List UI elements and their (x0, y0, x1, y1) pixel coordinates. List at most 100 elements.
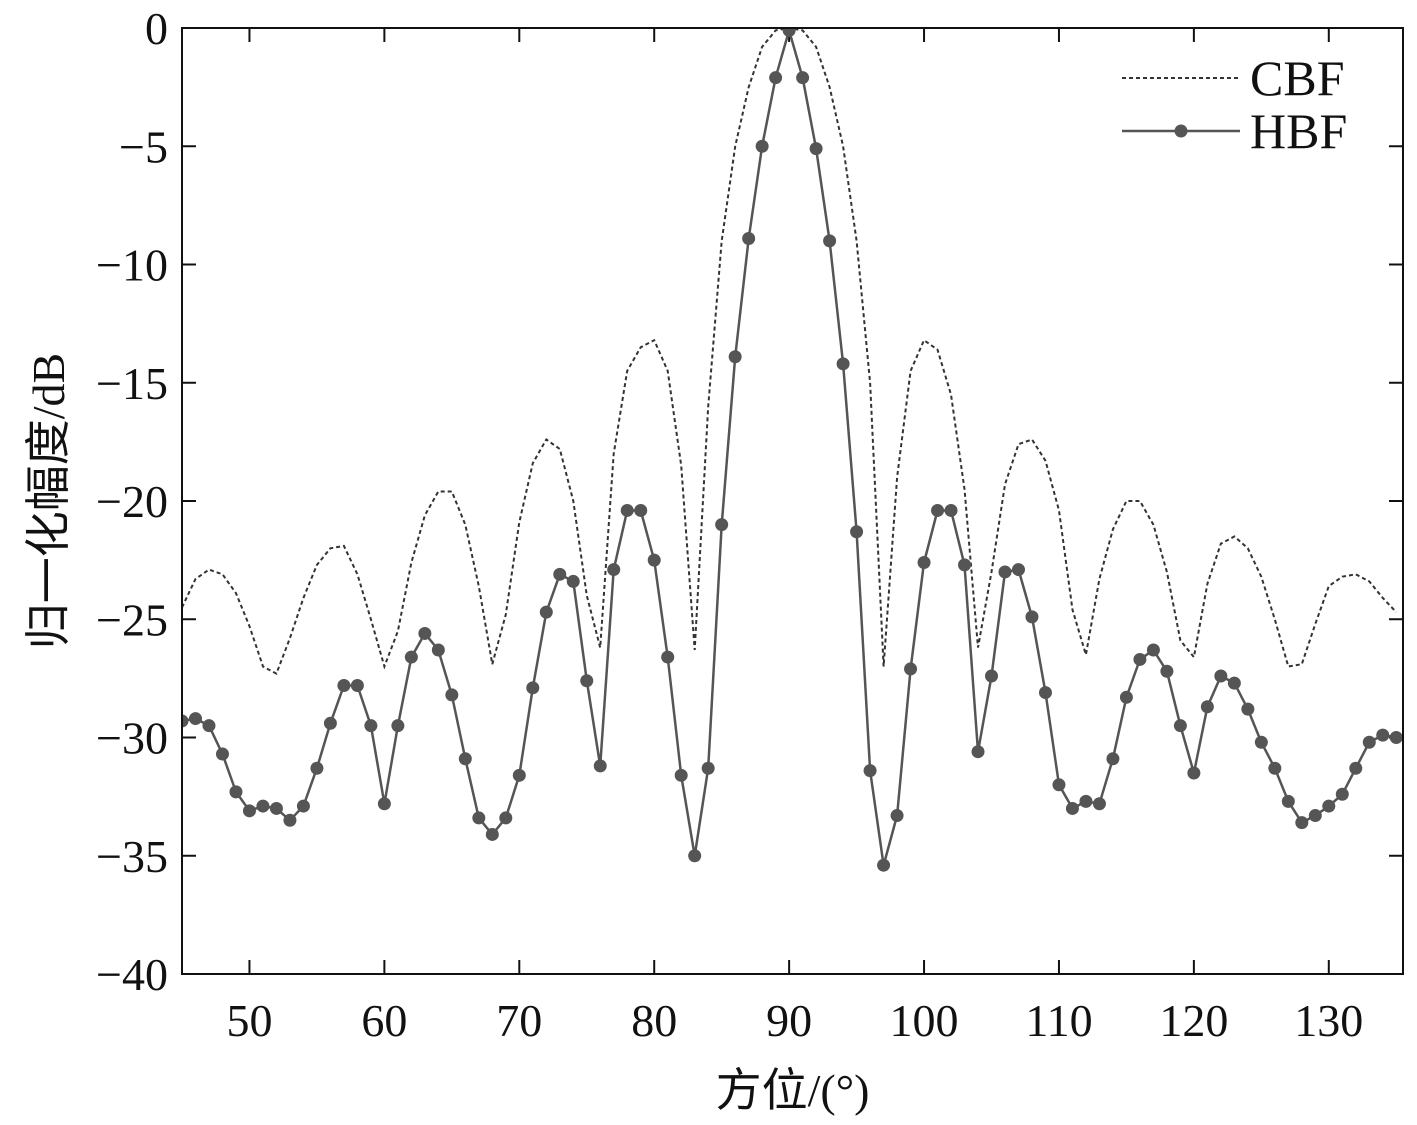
series-point-hbf (269, 801, 283, 815)
series-point-hbf (796, 71, 810, 85)
x-tick-label: 100 (890, 995, 959, 1046)
series-point-hbf (823, 234, 837, 248)
y-tick-label: −40 (96, 949, 168, 1000)
series-point-hbf (526, 681, 540, 695)
series-point-hbf (215, 747, 229, 761)
series-point-hbf (1200, 700, 1214, 714)
series-point-hbf (431, 643, 445, 657)
legend-hbf-label: HBF (1250, 103, 1347, 159)
series-point-hbf (1106, 752, 1120, 766)
series-point-hbf (364, 719, 378, 733)
series-point-hbf (1241, 702, 1255, 716)
series-point-hbf (1349, 761, 1363, 775)
series-point-hbf (944, 503, 958, 517)
x-tick-label: 70 (496, 995, 542, 1046)
series-point-hbf (917, 555, 931, 569)
series-point-hbf (674, 768, 688, 782)
series-point-hbf (580, 674, 594, 688)
series-point-hbf (1079, 794, 1093, 808)
x-tick-label: 50 (226, 995, 272, 1046)
series-point-hbf (1362, 735, 1376, 749)
series-point-hbf (769, 71, 783, 85)
y-tick-label: −35 (96, 831, 168, 882)
series-point-hbf (715, 518, 729, 532)
series-point-hbf (1376, 728, 1390, 742)
series-point-hbf (836, 357, 850, 371)
y-tick-labels: 0 −5 −10 −15 −20 −25 −30 −35 −40 (96, 3, 168, 1000)
series-point-hbf (553, 567, 567, 581)
series-line-cbf (182, 28, 1398, 676)
series-point-hbf (850, 525, 864, 539)
series-point-hbf (1335, 787, 1349, 801)
series-point-hbf (539, 605, 553, 619)
series-point-hbf (931, 503, 945, 517)
y-tick-label: −15 (96, 358, 168, 409)
series-point-hbf (904, 662, 918, 676)
x-tick-label: 110 (1025, 995, 1092, 1046)
series-point-hbf (499, 811, 513, 825)
series-point-hbf (863, 764, 877, 778)
series-point-hbf (634, 503, 648, 517)
series-point-hbf (566, 574, 580, 588)
series-point-hbf (350, 678, 364, 692)
axis-ticks (182, 27, 1403, 975)
series-point-hbf (701, 761, 715, 775)
plot-frame (181, 27, 1404, 975)
series-point-hbf (296, 799, 310, 813)
legend-hbf-marker (1174, 124, 1188, 138)
y-tick-label: −30 (96, 713, 168, 764)
legend-cbf-label: CBF (1250, 50, 1345, 106)
y-tick-label: 0 (145, 3, 168, 54)
series-point-hbf (1268, 761, 1282, 775)
x-tick-label: 80 (631, 995, 677, 1046)
series-point-hbf (985, 669, 999, 683)
series-point-hbf (877, 858, 891, 872)
series-point-hbf (283, 813, 297, 827)
series-point-hbf (607, 563, 621, 577)
series-point-hbf (1092, 797, 1106, 811)
series-group (182, 28, 1403, 872)
series-point-hbf (485, 827, 499, 841)
series-point-hbf (998, 565, 1012, 579)
series-point-hbf (620, 503, 634, 517)
series-point-hbf (1227, 676, 1241, 690)
x-tick-labels: 50 60 70 80 90 100 110 120 130 (226, 995, 1363, 1046)
series-point-hbf (242, 804, 256, 818)
x-tick-label: 60 (361, 995, 407, 1046)
series-point-hbf (971, 745, 985, 759)
x-tick-label: 130 (1294, 995, 1363, 1046)
series-point-hbf (728, 350, 742, 364)
series-point-hbf (1025, 610, 1039, 624)
series-point-hbf (782, 28, 796, 37)
series-point-hbf (688, 849, 702, 863)
y-tick-label: −10 (96, 240, 168, 291)
y-tick-label: −5 (119, 121, 168, 172)
series-point-hbf (661, 650, 675, 664)
series-point-hbf (1308, 809, 1322, 823)
series-point-hbf (1389, 731, 1403, 744)
series-point-hbf (458, 752, 472, 766)
x-tick-label: 90 (766, 995, 812, 1046)
legend: CBF HBF (1122, 50, 1347, 159)
series-point-hbf (1065, 801, 1079, 815)
series-point-hbf (182, 714, 189, 728)
y-axis-label: 归一化幅度/dB (23, 353, 74, 649)
series-point-hbf (1187, 766, 1201, 780)
series-point-hbf (958, 558, 972, 572)
series-point-hbf (1322, 799, 1336, 813)
series-point-hbf (404, 650, 418, 664)
series-point-hbf (1281, 794, 1295, 808)
series-point-hbf (1146, 643, 1160, 657)
series-point-hbf (323, 716, 337, 730)
series-point-hbf (472, 811, 486, 825)
series-point-hbf (647, 553, 661, 567)
series-point-hbf (1295, 816, 1309, 830)
series-point-hbf (1133, 652, 1147, 666)
y-tick-label: −20 (96, 476, 168, 527)
series-point-hbf (188, 712, 202, 726)
series-line-hbf (182, 28, 1397, 866)
series-point-hbf (755, 139, 769, 153)
series-point-hbf (1214, 669, 1228, 683)
series-point-hbf (890, 809, 904, 823)
series-point-hbf (1052, 778, 1066, 792)
